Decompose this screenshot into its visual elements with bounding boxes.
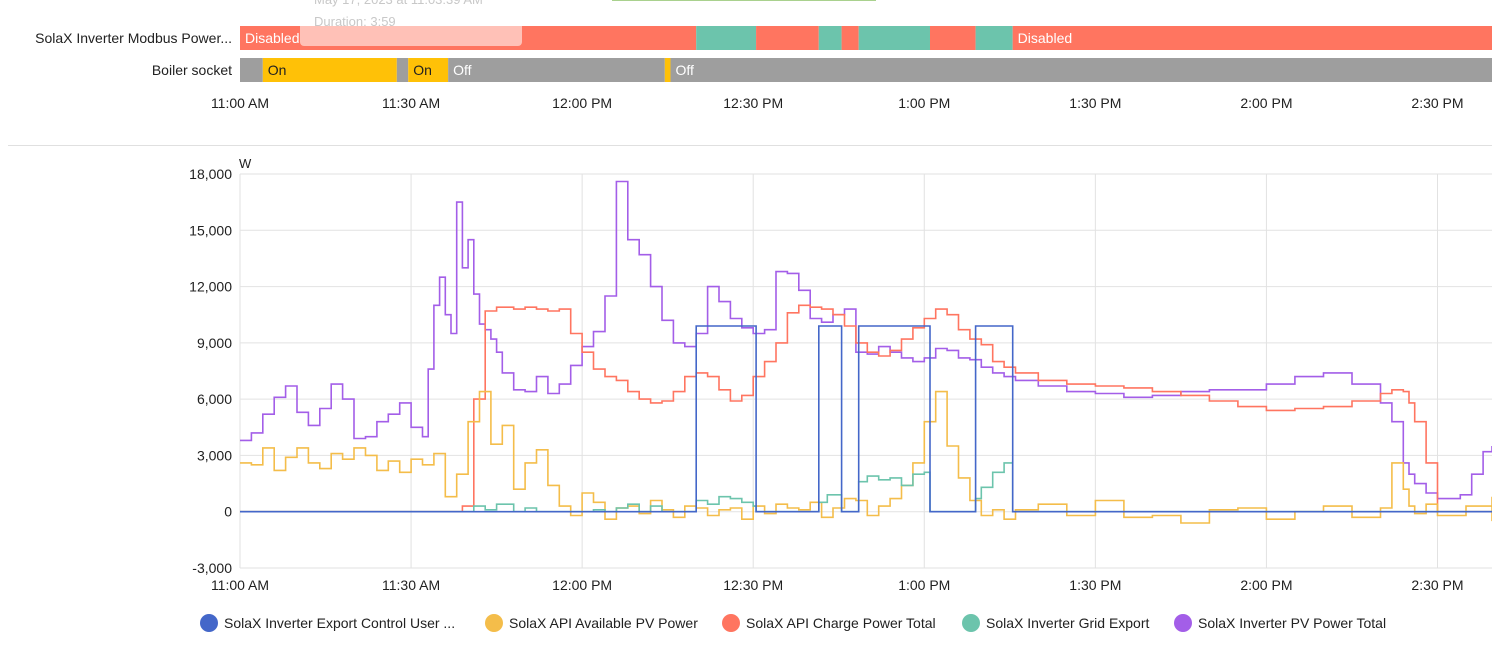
timeline-x-tick-label: 12:00 PM: [552, 95, 612, 111]
timeline-x-tick-label: 11:00 AM: [211, 95, 269, 111]
section-divider: [8, 145, 1492, 146]
timeline-segment-label: On: [268, 62, 287, 78]
y-axis-unit: W: [239, 156, 252, 171]
legend-swatch-icon: [1174, 614, 1192, 632]
timeline-x-tick-label: 2:00 PM: [1240, 95, 1292, 111]
legend-item[interactable]: SolaX API Charge Power Total: [722, 611, 936, 635]
chart-legend: SolaX Inverter Export Control User ... So…: [0, 611, 1492, 635]
timeline-chart: SolaX Inverter Modbus Power... Disabled Di…: [35, 26, 1492, 111]
x-tick-label: 11:30 AM: [382, 577, 440, 593]
timeline-row-label: Boiler socket: [152, 62, 232, 78]
timeline-x-tick-label: 1:00 PM: [898, 95, 950, 111]
timeline-segment-label: Off: [453, 62, 472, 78]
timeline-segment-label: Disabled: [1018, 30, 1072, 46]
y-tick-label: 9,000: [197, 335, 232, 351]
timeline-x-tick-label: 1:30 PM: [1069, 95, 1121, 111]
timeline-segment[interactable]: [818, 26, 842, 50]
legend-item[interactable]: SolaX API Available PV Power: [485, 611, 698, 635]
x-tick-label: 1:30 PM: [1069, 577, 1121, 593]
timeline-segment[interactable]: [396, 58, 409, 82]
timeline-segment[interactable]: [841, 26, 859, 50]
timeline-segment[interactable]: [756, 26, 819, 50]
x-tick-label: 11:00 AM: [211, 577, 269, 593]
timeline-x-tick-label: 12:30 PM: [723, 95, 783, 111]
timeline-x-tick-label: 11:30 AM: [382, 95, 440, 111]
x-tick-label: 1:00 PM: [898, 577, 950, 593]
legend-label: SolaX Inverter PV Power Total: [1198, 615, 1387, 631]
timeline-x-tick-label: 2:30 PM: [1411, 95, 1463, 111]
timeline-segment[interactable]: [1012, 26, 1492, 50]
legend-label: SolaX API Charge Power Total: [746, 615, 936, 631]
series-line: [240, 390, 1492, 524]
x-tick-label: 2:30 PM: [1411, 577, 1463, 593]
timeline-segment[interactable]: [448, 58, 665, 82]
timeline-row: Boiler socket On On Off Off: [152, 58, 1492, 82]
y-tick-label: 18,000: [189, 166, 232, 182]
y-tick-label: -3,000: [192, 560, 232, 576]
timeline-segment[interactable]: [670, 58, 1492, 82]
timeline-segment[interactable]: [858, 26, 930, 50]
x-tick-label: 2:00 PM: [1240, 577, 1292, 593]
tooltip-datetime: May 17, 2023 at 11:03:39 AM: [314, 0, 508, 11]
y-tick-label: 12,000: [189, 279, 232, 295]
legend-swatch-icon: [962, 614, 980, 632]
legend-swatch-icon: [200, 614, 218, 632]
series-line: [240, 180, 1492, 500]
y-tick-label: 3,000: [197, 447, 232, 463]
legend-label: SolaX API Available PV Power: [509, 615, 698, 631]
timeline-row-label: SolaX Inverter Modbus Power...: [35, 30, 232, 46]
timeline-segment[interactable]: [975, 26, 1013, 50]
y-tick-label: 6,000: [197, 391, 232, 407]
timeline-segment[interactable]: [262, 58, 397, 82]
top-highlight-line: [612, 0, 876, 1]
timeline-segment-label: Disabled: [245, 30, 299, 46]
timeline-segment-label: Off: [676, 62, 695, 78]
x-tick-label: 12:30 PM: [723, 577, 783, 593]
tooltip-duration: Duration: 3:59: [314, 14, 396, 29]
timeline-segment[interactable]: [696, 26, 757, 50]
series-line: [240, 461, 1492, 513]
timeline-segment[interactable]: [240, 58, 263, 82]
legend-swatch-icon: [485, 614, 503, 632]
legend-item[interactable]: SolaX Inverter PV Power Total: [1174, 611, 1386, 635]
x-tick-label: 12:00 PM: [552, 577, 612, 593]
timeline-segment[interactable]: [408, 58, 449, 82]
legend-swatch-icon: [722, 614, 740, 632]
timeline-segment-label: On: [413, 62, 432, 78]
timeline-segment[interactable]: [664, 58, 671, 82]
legend-label: SolaX Inverter Export Control User ...: [224, 615, 456, 631]
series-line: [240, 304, 1492, 513]
y-tick-label: 0: [224, 504, 232, 520]
y-tick-label: 15,000: [189, 222, 232, 238]
hover-tooltip: May 17, 2023 at 11:03:39 AM Duration: 3:…: [300, 0, 522, 46]
legend-item[interactable]: SolaX Inverter Export Control User ...: [200, 611, 455, 635]
timeline-segment[interactable]: [929, 26, 976, 50]
line-chart: -3,000 0 3,000 6,000 9,000 12,000 15,000 18,000…: [189, 156, 1492, 593]
series-line: [240, 325, 1492, 513]
legend-item[interactable]: SolaX Inverter Grid Export: [962, 611, 1149, 635]
legend-label: SolaX Inverter Grid Export: [986, 615, 1150, 631]
